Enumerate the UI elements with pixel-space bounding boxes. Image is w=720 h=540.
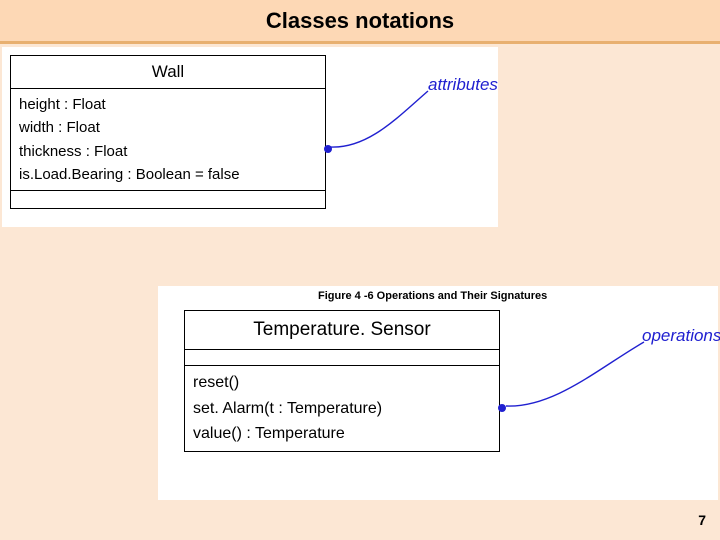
attribute-row: is.Load.Bearing : Boolean = false <box>19 163 317 186</box>
panel-wall: Wall height : Float width : Float thickn… <box>2 47 498 227</box>
empty-compartment <box>11 190 325 208</box>
uml-class-wall: Wall height : Float width : Float thickn… <box>10 55 326 209</box>
attribute-row: thickness : Float <box>19 140 317 163</box>
uml-class-sensor: Temperature. Sensor reset() set. Alarm(t… <box>184 310 500 452</box>
operation-row: reset() <box>193 370 491 396</box>
slide-title: Classes notations <box>266 8 454 34</box>
callout-curve-icon <box>328 87 448 157</box>
attribute-row: height : Float <box>19 93 317 116</box>
operation-row: set. Alarm(t : Temperature) <box>193 396 491 422</box>
callout-attributes: attributes <box>428 75 498 95</box>
empty-compartment <box>185 349 499 365</box>
figure-caption: Figure 4 -6 Operations and Their Signatu… <box>318 290 547 302</box>
page-number: 7 <box>698 512 706 528</box>
attributes-compartment: height : Float width : Float thickness :… <box>11 88 325 190</box>
callout-curve-icon <box>504 338 654 418</box>
panel-sensor: Figure 4 -6 Operations and Their Signatu… <box>158 286 718 500</box>
callout-operations: operations <box>642 326 720 346</box>
title-bar: Classes notations <box>0 0 720 44</box>
operations-compartment: reset() set. Alarm(t : Temperature) valu… <box>185 365 499 451</box>
class-name: Wall <box>11 56 325 88</box>
class-name: Temperature. Sensor <box>185 311 499 349</box>
attribute-row: width : Float <box>19 116 317 139</box>
operation-row: value() : Temperature <box>193 421 491 447</box>
